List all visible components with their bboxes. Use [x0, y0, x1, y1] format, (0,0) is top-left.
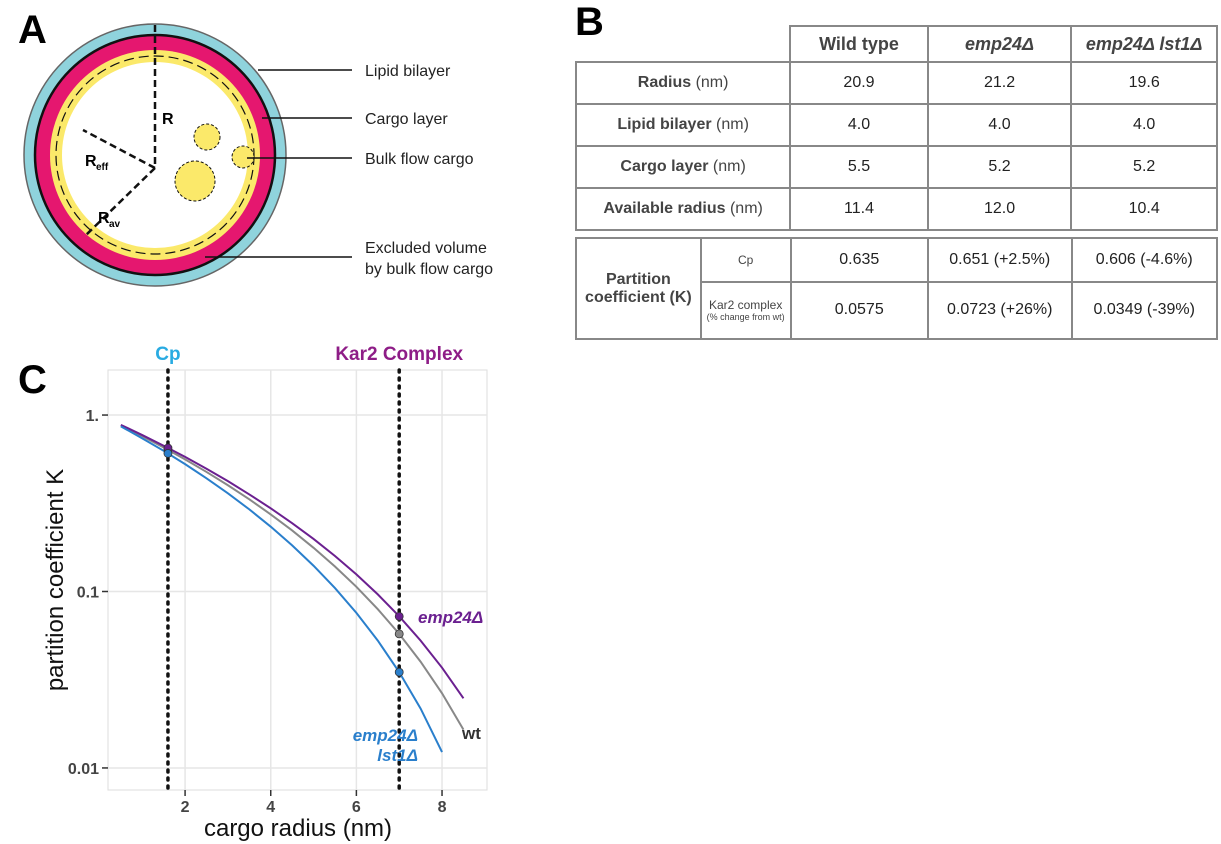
table-row: Lipid bilayer (nm) 4.0 4.0 4.0	[574, 103, 1218, 147]
x-tick-label: 2	[181, 799, 190, 816]
data-point	[394, 611, 404, 621]
sub-row-label: Kar2 complex (% change from wt)	[699, 280, 792, 341]
radius-label: R	[98, 210, 110, 227]
series-line	[120, 425, 443, 753]
row-unit: (nm)	[695, 74, 729, 91]
table-cell: 0.0575	[789, 280, 930, 341]
row-label: Cargo layer (nm)	[574, 145, 792, 189]
diagram-label: Excluded volume	[365, 240, 487, 257]
vesicle-diagram: R R eff R av Lipid bilayer Cargo layer B…	[23, 23, 493, 287]
table-cell: 0.651 (+2.5%)	[927, 237, 1073, 283]
table-cell: 4.0	[926, 103, 1073, 147]
table-cell: 11.4	[789, 187, 929, 231]
table-row: Radius (nm) 20.9 21.2 19.6	[574, 61, 1218, 105]
table-cell: 20.9	[789, 61, 929, 105]
radius-line	[85, 167, 156, 236]
row-name: Lipid bilayer	[617, 116, 712, 133]
dimensions-table: Wild type emp24Δ emp24Δ lst1Δ Radius (nm) 2…	[574, 25, 1218, 231]
column-header: emp24Δ lst1Δ	[1070, 25, 1218, 63]
y-tick-label: 0.01	[68, 761, 99, 778]
blank-cell	[576, 26, 790, 62]
row-unit: (nm)	[716, 116, 749, 133]
series-label: emp24Δ lst1Δ	[352, 726, 418, 765]
x-tick-label: 6	[352, 799, 361, 816]
panel-letter: A	[18, 8, 47, 52]
radius-sub: av	[109, 219, 121, 230]
series-label-box: wt	[462, 724, 481, 743]
row-name: Available radius	[603, 200, 726, 217]
table-row: Cargo layer (nm) 5.5 5.2 5.2	[574, 145, 1218, 189]
x-tick-label: 8	[438, 799, 447, 816]
sub-row-label: Cp	[699, 237, 792, 283]
table-cell: 5.2	[1070, 145, 1218, 189]
data-point	[163, 449, 173, 458]
table-row: Kar2 complex (% change from wt) 0.0575 0.07…	[576, 280, 1218, 341]
table-cell: 21.2	[926, 61, 1073, 105]
table-cell: 19.6	[1070, 61, 1218, 105]
panel-letter: C	[18, 358, 47, 402]
row-label: Available radius (nm)	[574, 187, 792, 231]
series-line	[120, 424, 465, 731]
row-label: Radius (nm)	[574, 61, 792, 105]
table-cell: 12.0	[926, 187, 1073, 231]
y-tick-label: 0.1	[77, 584, 99, 601]
x-axis-title: cargo radius (nm)	[204, 815, 392, 842]
row-name: Cargo layer	[620, 158, 709, 175]
plot-area	[107, 369, 488, 791]
data-point	[394, 629, 404, 639]
row-unit: (nm)	[712, 158, 746, 175]
series-label: emp24Δ	[418, 608, 484, 627]
series-line	[120, 423, 465, 699]
panel-letter: B	[575, 0, 604, 44]
partition-table: Partition coefficient (K) Cp 0.635 0.651 (+…	[575, 237, 1218, 341]
table-cell: 0.635	[789, 237, 930, 283]
cargo-particle	[174, 160, 216, 202]
series-label-box: emp24Δ	[418, 608, 484, 627]
radius-sub: eff	[96, 162, 109, 173]
diagram-label: by bulk flow cargo	[365, 261, 493, 278]
chart: cargo radius (nm) partition coefficient …	[42, 344, 488, 842]
table-cell: 5.2	[926, 145, 1073, 189]
lumen	[62, 62, 248, 248]
table-row: Partition coefficient (K) Cp 0.635 0.651 (+…	[575, 237, 1218, 340]
cargo-particle	[231, 145, 255, 169]
sub-row-name: Kar2 complex	[708, 298, 783, 313]
data-point	[394, 667, 404, 677]
reference-label: Kar2 Complex	[335, 344, 463, 365]
table-cell: 0.606 (-4.6%)	[1070, 237, 1218, 283]
row-label: Partition coefficient (K)	[575, 237, 702, 340]
table-cell: 4.0	[789, 103, 929, 147]
sub-row-note: (% change from wt)	[706, 312, 785, 323]
radius-line	[82, 128, 156, 170]
diagram-label: Lipid bilayer	[365, 63, 451, 80]
sub-row-name: Cp	[737, 252, 754, 267]
column-header: emp24Δ	[926, 25, 1073, 63]
table-cell: 10.4	[1070, 187, 1218, 231]
table-cell: 4.0	[1070, 103, 1218, 147]
diagram-label: Cargo layer	[365, 111, 448, 128]
radius-label: R	[162, 111, 174, 128]
table-cell: 0.0349 (-39%)	[1070, 280, 1218, 341]
x-tick-label: 4	[266, 799, 275, 816]
column-header: Wild type	[789, 25, 929, 63]
table-cell: 5.5	[789, 145, 929, 189]
series-label: wt	[462, 724, 481, 743]
table-cell: 0.0723 (+26%)	[927, 280, 1073, 341]
y-axis-title: partition coefficient K	[42, 469, 69, 691]
radius-label: R	[85, 153, 97, 170]
y-tick-label: 1.	[86, 408, 99, 425]
row-label: Lipid bilayer (nm)	[574, 103, 792, 147]
table-row: Available radius (nm) 11.4 12.0 10.4	[574, 187, 1218, 231]
row-name: Radius	[637, 74, 692, 91]
reference-label: Cp	[155, 344, 180, 365]
cargo-particle	[193, 123, 221, 151]
diagram-label: Bulk flow cargo	[365, 151, 474, 168]
series-label-box: emp24Δ lst1Δ	[352, 726, 418, 765]
row-unit: (nm)	[729, 200, 763, 217]
